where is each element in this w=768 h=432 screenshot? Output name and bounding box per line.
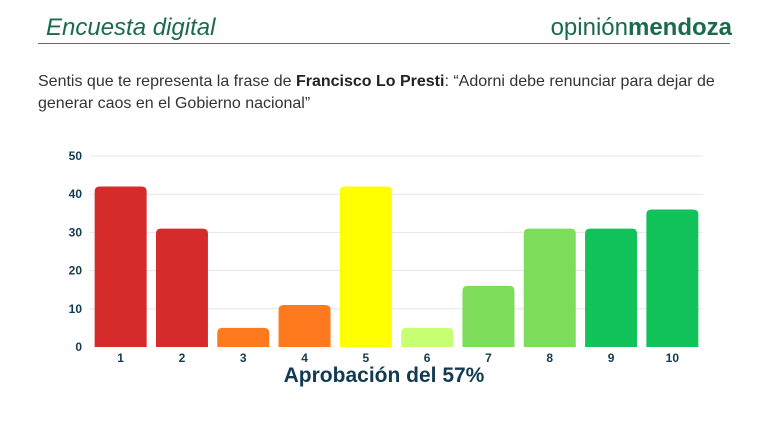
bar-7 bbox=[462, 285, 515, 347]
approval-label: Aprobación del 57% bbox=[283, 364, 485, 387]
x-tick-label: 3 bbox=[240, 351, 247, 365]
y-tick-label: 50 bbox=[69, 149, 83, 163]
y-tick-label: 40 bbox=[69, 187, 83, 201]
question-author: Francisco Lo Presti bbox=[295, 73, 445, 90]
bar-10 bbox=[646, 209, 699, 347]
x-tick-label: 10 bbox=[666, 351, 680, 365]
x-tick-label: 6 bbox=[424, 351, 431, 365]
brand-light-text: opinión bbox=[550, 14, 628, 41]
y-tick-label: 10 bbox=[69, 302, 83, 316]
x-tick-label: 5 bbox=[363, 351, 370, 365]
question-prefix: Sentis que te representa la frase de bbox=[38, 73, 296, 90]
x-tick-label: 1 bbox=[117, 351, 124, 365]
x-tick-label: 7 bbox=[485, 351, 492, 365]
y-tick-label: 20 bbox=[69, 264, 83, 278]
bar-4 bbox=[278, 304, 331, 347]
question-suffix: : “Adorni debe renunciar para dejar de g… bbox=[38, 73, 715, 112]
x-tick-label: 2 bbox=[179, 351, 186, 365]
bar-2 bbox=[155, 228, 208, 347]
x-tick-label: 9 bbox=[608, 351, 615, 365]
bar-3 bbox=[217, 327, 270, 347]
y-tick-label: 0 bbox=[75, 340, 82, 354]
y-tick-label: 30 bbox=[69, 225, 83, 239]
x-tick-label: 4 bbox=[301, 351, 308, 365]
bar-8 bbox=[523, 228, 576, 347]
header-divider bbox=[38, 43, 730, 44]
x-tick-label: 8 bbox=[546, 351, 553, 365]
brand-logo: opiniónmendoza bbox=[551, 14, 732, 42]
bar-6 bbox=[401, 327, 454, 347]
brand-bold-text: mendoza bbox=[627, 14, 732, 41]
bar-1 bbox=[94, 186, 147, 347]
bar-5 bbox=[339, 186, 392, 347]
question-text: Sentis que te representa la frase de Fra… bbox=[38, 71, 728, 115]
survey-title: Encuesta digital bbox=[46, 14, 216, 41]
bar-9 bbox=[585, 228, 638, 347]
